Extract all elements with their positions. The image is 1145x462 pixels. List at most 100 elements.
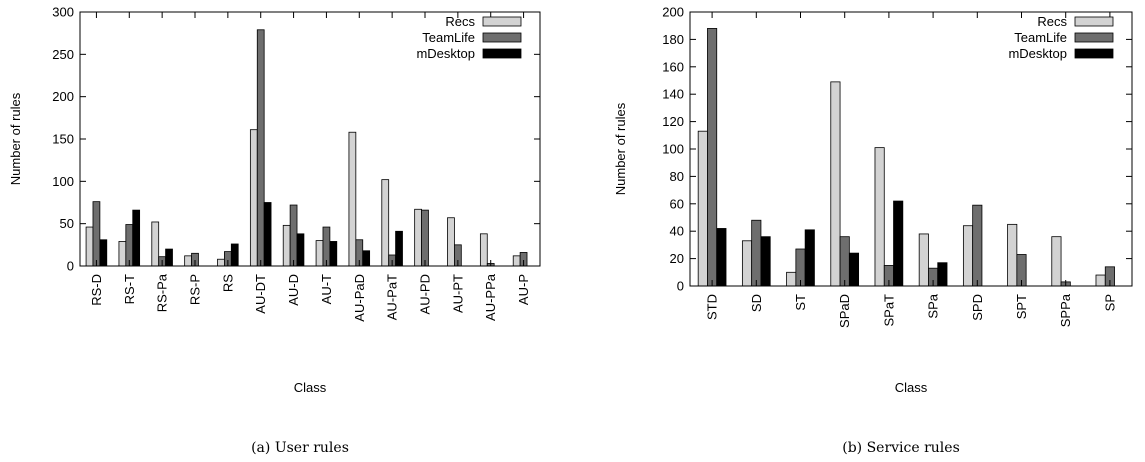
y-tick-label: 100 bbox=[662, 142, 684, 157]
bar-mdesktop-rs-pa bbox=[165, 248, 173, 267]
bar-teamlife-rs-t bbox=[125, 224, 134, 267]
x-tick-label: SPT bbox=[1014, 294, 1029, 319]
bar-recs-au-d bbox=[282, 224, 291, 267]
x-tick-label: AU-PT bbox=[450, 274, 465, 313]
y-tick-label: 250 bbox=[52, 47, 74, 62]
y-tick-label: 200 bbox=[662, 5, 684, 20]
x-tick-label: AU-PaT bbox=[385, 274, 400, 320]
y-tick-label: 20 bbox=[670, 251, 684, 266]
y-tick-label: 200 bbox=[52, 89, 74, 104]
y-axis-label: Number of rules bbox=[613, 102, 628, 195]
bar-teamlife-au-pd bbox=[421, 209, 429, 267]
x-tick-label: SPD bbox=[970, 294, 985, 321]
bar-recs-spt bbox=[1007, 223, 1018, 287]
legend-label-teamlife: TeamLife bbox=[422, 30, 475, 45]
x-tick-label: AU-PaD bbox=[352, 274, 367, 322]
x-tick-label: AU-DT bbox=[253, 274, 268, 314]
x-tick-label: SPaD bbox=[837, 294, 852, 328]
legend-swatch-teamlife bbox=[482, 32, 522, 43]
y-tick-label: 50 bbox=[60, 216, 74, 231]
caption: (a) User rules bbox=[251, 440, 349, 456]
bar-recs-au-dt bbox=[249, 129, 258, 267]
bar-mdesktop-spat bbox=[893, 200, 904, 287]
bar-mdesktop-au-t bbox=[329, 241, 338, 267]
bar-mdesktop-spad bbox=[848, 252, 860, 287]
y-tick-label: 150 bbox=[52, 132, 74, 147]
bar-teamlife-spad bbox=[839, 236, 850, 287]
bar-recs-au-p bbox=[512, 255, 521, 267]
x-axis-label: Class bbox=[895, 380, 928, 395]
bar-teamlife-au-d bbox=[289, 204, 298, 267]
y-tick-label: 120 bbox=[662, 114, 684, 129]
legend-swatch-recs bbox=[482, 16, 522, 27]
y-tick-label: 100 bbox=[52, 174, 74, 189]
bar-teamlife-std bbox=[707, 28, 718, 287]
bar-recs-std bbox=[697, 130, 708, 287]
bar-recs-spad bbox=[830, 81, 841, 287]
y-tick-label: 140 bbox=[662, 87, 684, 102]
x-tick-label: AU-P bbox=[516, 274, 531, 305]
plot-frame bbox=[689, 11, 1133, 287]
x-tick-label: SPa bbox=[926, 293, 941, 318]
legend-label-mdesktop: mDesktop bbox=[1008, 46, 1067, 61]
x-tick-label: ST bbox=[793, 294, 808, 311]
x-tick-label: AU-PD bbox=[418, 274, 433, 314]
bar-recs-rs-t bbox=[118, 241, 127, 267]
bar-recs-spat bbox=[874, 147, 885, 287]
chart-user-rules: 0 50 100 150 200 250 300 RS-D RS-T RS-Pa RS-P RS AU-… bbox=[8, 5, 541, 456]
bar-recs-rs-pa bbox=[151, 221, 160, 267]
bar-mdesktop-rs-d bbox=[99, 239, 108, 267]
y-tick-label: 40 bbox=[670, 224, 684, 239]
y-axis-label: Number of rules bbox=[8, 92, 23, 185]
caption: (b) Service rules bbox=[842, 440, 960, 456]
bar-teamlife-sd bbox=[751, 219, 762, 287]
legend-swatch-mdesktop bbox=[482, 48, 522, 59]
bar-teamlife-spd bbox=[972, 204, 983, 287]
bar-mdesktop-sd bbox=[760, 236, 771, 287]
x-tick-label: SPPa bbox=[1058, 293, 1073, 327]
y-tick-label: 60 bbox=[670, 196, 684, 211]
x-tick-label: RS-D bbox=[89, 274, 104, 306]
bar-recs-spa bbox=[918, 233, 929, 287]
bar-recs-rs-d bbox=[85, 226, 94, 267]
bar-mdesktop-au-d bbox=[296, 233, 305, 267]
legend-label-mdesktop: mDesktop bbox=[416, 46, 475, 61]
bar-mdesktop-spa bbox=[937, 262, 948, 287]
x-tick-label: SPaT bbox=[881, 294, 896, 327]
bar-recs-au-ppa bbox=[479, 233, 488, 267]
legend-swatch-mdesktop bbox=[1074, 48, 1114, 59]
bar-recs-st bbox=[786, 271, 797, 287]
legend-label-teamlife: TeamLife bbox=[1014, 30, 1067, 45]
bar-mdesktop-rs bbox=[230, 243, 239, 267]
bar-teamlife-au-dt bbox=[256, 29, 265, 267]
bar-mdesktop-std bbox=[716, 228, 727, 287]
y-tick-label: 80 bbox=[670, 169, 684, 184]
legend-swatch-teamlife bbox=[1074, 32, 1114, 43]
legend-label-recs: Recs bbox=[445, 14, 475, 29]
x-axis-label: Class bbox=[294, 380, 327, 395]
y-tick-label: 0 bbox=[67, 259, 74, 274]
bar-mdesktop-au-pat bbox=[395, 230, 403, 267]
bar-mdesktop-st bbox=[804, 229, 815, 287]
x-tick-label: RS-T bbox=[122, 274, 137, 304]
bar-recs-spd bbox=[962, 225, 974, 287]
x-tick-label: RS-P bbox=[188, 274, 203, 305]
x-tick-label: AU-D bbox=[286, 274, 301, 306]
y-tick-label: 160 bbox=[662, 59, 684, 74]
x-tick-label: AU-PPa bbox=[483, 273, 498, 321]
x-tick-label: SP bbox=[1102, 294, 1117, 311]
bar-mdesktop-rs-t bbox=[132, 209, 141, 267]
y-tick-label: 300 bbox=[52, 5, 74, 20]
bar-recs-au-pd bbox=[414, 208, 422, 267]
bar-recs-au-pt bbox=[447, 217, 455, 267]
bar-recs-sp bbox=[1095, 274, 1106, 287]
bar-recs-sppa bbox=[1051, 236, 1062, 287]
bar-recs-sd bbox=[741, 240, 753, 287]
bar-recs-rs-p bbox=[184, 255, 192, 267]
legend-swatch-recs bbox=[1074, 16, 1114, 27]
bar-recs-au-pad bbox=[348, 131, 357, 267]
bar-mdesktop-au-dt bbox=[263, 202, 272, 267]
x-tick-label: RS-Pa bbox=[155, 273, 170, 312]
y-tick-label: 0 bbox=[677, 279, 684, 294]
